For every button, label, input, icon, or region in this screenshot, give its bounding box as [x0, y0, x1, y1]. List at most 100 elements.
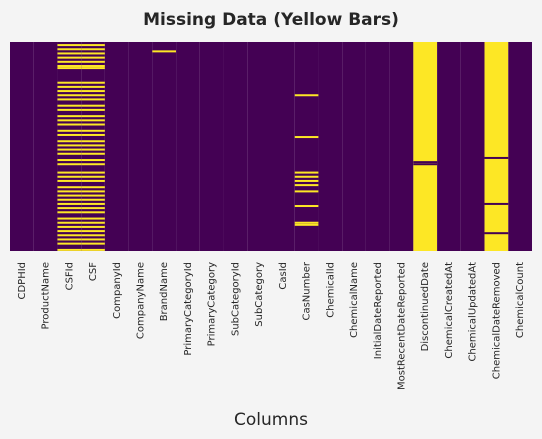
- present-column-csf: [81, 42, 105, 251]
- missing-row-csf-20: [81, 144, 105, 147]
- missing-row-csfid-16: [57, 123, 82, 126]
- x-tick-chemical-date-removed: ChemicalDateRemoved: [491, 262, 502, 379]
- missing-row-csf-35: [81, 217, 105, 220]
- missing-row-csf-13: [81, 108, 105, 111]
- missing-row-cas-number-4: [294, 179, 319, 182]
- missing-row-csfid-37: [57, 225, 82, 228]
- missing-row-csf-41: [81, 242, 105, 245]
- missing-row-csf-4: [81, 60, 105, 63]
- missing-row-cas-number-6: [294, 190, 319, 193]
- missing-row-csf-1: [81, 48, 105, 51]
- x-tick-initial-date-reported: InitialDateReported: [373, 262, 384, 359]
- missing-row-csf-34: [81, 211, 105, 214]
- x-tick-cas-id: CasId: [278, 262, 289, 290]
- x-tick-company-id: CompanyId: [112, 262, 123, 319]
- missing-row-csf-16: [81, 123, 105, 126]
- present-column-chemical-count: [508, 42, 532, 251]
- missing-row-csf-31: [81, 198, 105, 201]
- present-column-chemical-name: [342, 42, 366, 251]
- present-column-csfid: [57, 42, 82, 251]
- missing-row-csfid-6: [57, 67, 82, 70]
- x-tick-chemical-updated-at: ChemicalUpdatedAt: [468, 262, 479, 362]
- missing-row-csf-23: [81, 159, 105, 162]
- missing-row-csfid-21: [57, 148, 82, 151]
- missing-row-csfid-14: [57, 115, 82, 118]
- present-column-initial-date-reported: [365, 42, 390, 251]
- present-column-cas-id: [271, 42, 295, 251]
- missing-row-csf-12: [81, 104, 105, 107]
- present-row-discontinued-date-1: [413, 163, 438, 166]
- missing-row-csf-30: [81, 194, 105, 197]
- chart-title: Missing Data (Yellow Bars): [143, 10, 399, 30]
- missing-row-csf-38: [81, 230, 105, 233]
- present-column-cas-number: [294, 42, 319, 251]
- missing-row-csf-27: [81, 179, 105, 182]
- missing-row-csfid-2: [57, 52, 82, 55]
- missing-row-csfid-20: [57, 144, 82, 147]
- x-tick-discontinued-date: DiscontinuedDate: [420, 262, 431, 351]
- present-column-most-recent-date-reported: [389, 42, 414, 251]
- missing-row-csf-11: [81, 98, 105, 101]
- missing-row-csfid-40: [57, 238, 82, 241]
- missing-row-csf-28: [81, 186, 105, 189]
- present-row-chemical-date-removed-1: [484, 202, 509, 205]
- missing-row-brand-name-0: [152, 50, 177, 53]
- x-axis-label: Columns: [234, 410, 308, 430]
- missing-row-csfid-35: [57, 217, 82, 220]
- x-tick-csfid: CSFId: [64, 262, 75, 290]
- x-tick-primary-category-id: PrimaryCategoryId: [183, 262, 194, 356]
- present-column-primary-category: [199, 42, 224, 251]
- missing-row-csfid-3: [57, 56, 82, 59]
- missing-row-csfid-24: [57, 163, 82, 166]
- missing-row-csf-36: [81, 221, 105, 224]
- x-tick-most-recent-date-reported: MostRecentDateReported: [397, 262, 408, 390]
- missing-row-csf-22: [81, 152, 105, 155]
- x-tick-sub-category-id: SubCategoryId: [230, 262, 241, 336]
- missing-row-csfid-8: [57, 85, 82, 88]
- missing-row-csfid-27: [57, 179, 82, 182]
- missing-row-cas-number-7: [294, 205, 319, 208]
- missing-row-csf-6: [81, 67, 105, 70]
- present-column-primary-category-id: [176, 42, 200, 251]
- missing-row-csfid-13: [57, 108, 82, 111]
- missing-row-csfid-36: [57, 221, 82, 224]
- present-row-discontinued-date-0: [413, 161, 438, 164]
- missing-row-cas-number-0: [294, 94, 319, 97]
- x-tick-chemical-created-at: ChemicalCreatedAt: [444, 262, 455, 359]
- x-tick-labels: CDPHId ProductName CSFId CSF CompanyId Compan…: [17, 261, 526, 390]
- missing-row-csf-32: [81, 202, 105, 205]
- missing-row-cas-number-9: [294, 223, 319, 226]
- x-tick-product-name: ProductName: [41, 262, 52, 329]
- missing-row-csf-21: [81, 148, 105, 151]
- missing-row-csf-25: [81, 171, 105, 174]
- present-column-brand-name: [152, 42, 177, 251]
- missing-row-csf-42: [81, 248, 105, 251]
- heatmap-cells: [10, 42, 532, 251]
- missing-row-csfid-5: [57, 64, 82, 67]
- missing-row-csfid-17: [57, 129, 82, 132]
- present-column-company-name: [128, 42, 153, 251]
- missing-row-csfid-12: [57, 104, 82, 107]
- missing-row-cas-number-1: [294, 136, 319, 139]
- missing-row-csf-7: [81, 81, 105, 84]
- missing-column-discontinued-date: [413, 42, 438, 251]
- missing-row-csfid-42: [57, 248, 82, 251]
- missing-row-csf-40: [81, 238, 105, 241]
- missing-row-csfid-41: [57, 242, 82, 245]
- missing-row-csfid-26: [57, 175, 82, 178]
- missing-row-cas-number-5: [294, 184, 319, 187]
- missing-row-csf-3: [81, 56, 105, 59]
- missing-row-csf-15: [81, 119, 105, 122]
- missing-row-csfid-34: [57, 211, 82, 214]
- missing-row-csfid-25: [57, 171, 82, 174]
- missing-row-csfid-9: [57, 90, 82, 93]
- missing-row-cas-number-2: [294, 171, 319, 174]
- missing-row-cas-number-8: [294, 221, 319, 224]
- missing-row-csf-10: [81, 94, 105, 97]
- missing-row-csf-39: [81, 234, 105, 237]
- missing-row-csfid-18: [57, 133, 82, 136]
- missing-row-csfid-32: [57, 202, 82, 205]
- present-column-chemical-created-at: [437, 42, 461, 251]
